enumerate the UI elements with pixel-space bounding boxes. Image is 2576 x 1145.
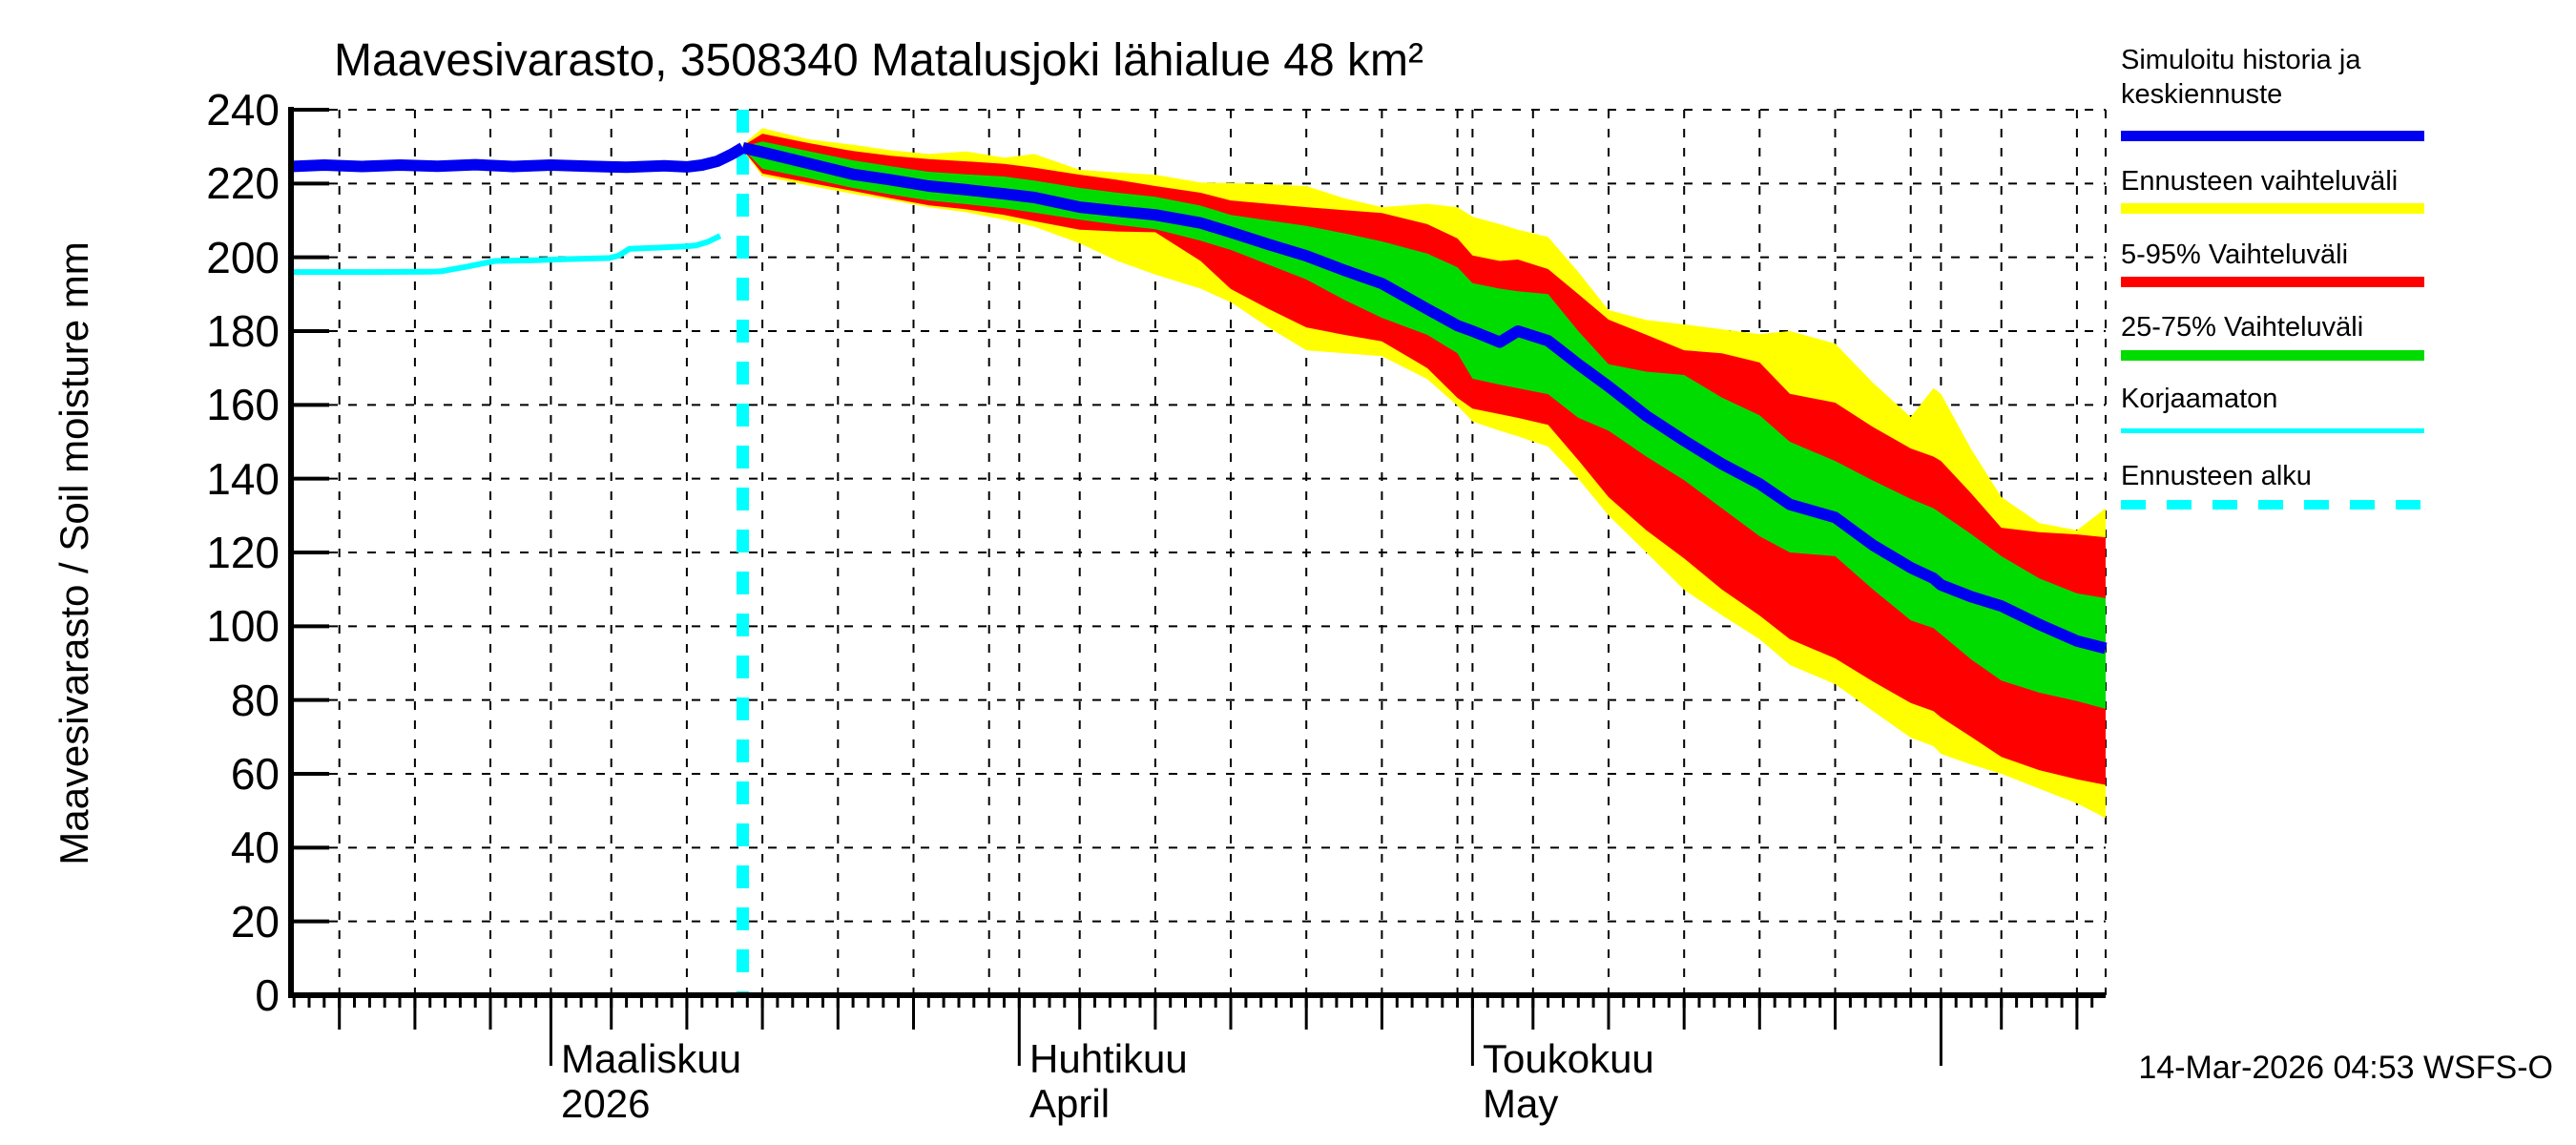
y-tick-label: 220 [206,158,280,208]
y-tick-label: 140 [206,454,280,504]
month-label: Toukokuu May [1483,1036,1654,1126]
timestamp: 14-Mar-2026 04:53 WSFS-O [2138,1050,2553,1086]
y-tick-label: 180 [206,306,280,356]
y-tick-label: 20 [230,897,280,947]
legend-swatch [2121,203,2424,214]
legend-label: 5-95% Vaihteluväli [2121,239,2349,270]
legend-swatch [2121,428,2424,433]
forecast-median-line [741,141,2108,655]
uncorrected-line [291,233,722,276]
y-tick-label: 100 [206,601,280,651]
y-tick-label: 240 [206,85,280,135]
history-line [290,142,746,174]
y-tick-label: 160 [206,380,280,429]
legend-swatch [2121,350,2424,361]
legend-label: Korjaamaton [2121,384,2278,414]
legend-label: 25-75% Vaihteluväli [2121,312,2364,343]
legend-label: Ennusteen alku [2121,461,2312,491]
y-tick-label: 120 [206,528,280,577]
y-tick-label: 0 [255,970,280,1020]
y-axis-label: Maavesivarasto / Soil moisture mm [52,241,96,865]
y-tick-label: 200 [206,233,280,282]
y-tick-label: 40 [230,822,280,872]
chart-title: Maavesivarasto, 3508340 Matalusjoki lähi… [334,35,1423,86]
y-tick-label: 80 [230,676,280,725]
month-label: Huhtikuu April [1029,1036,1188,1126]
y-tick-label: 60 [230,749,280,799]
band-5-95 [742,134,2106,785]
month-label: Maaliskuu 2026 [561,1036,742,1126]
legend-swatch [2121,500,2424,510]
legend-label: Ennusteen vaihteluväli [2121,166,2399,197]
band-25-75 [742,141,2106,709]
legend-label: Simuloitu historia ja keskiennuste [2121,45,2361,110]
legend-swatch [2121,277,2424,287]
legend-swatch [2121,131,2424,141]
